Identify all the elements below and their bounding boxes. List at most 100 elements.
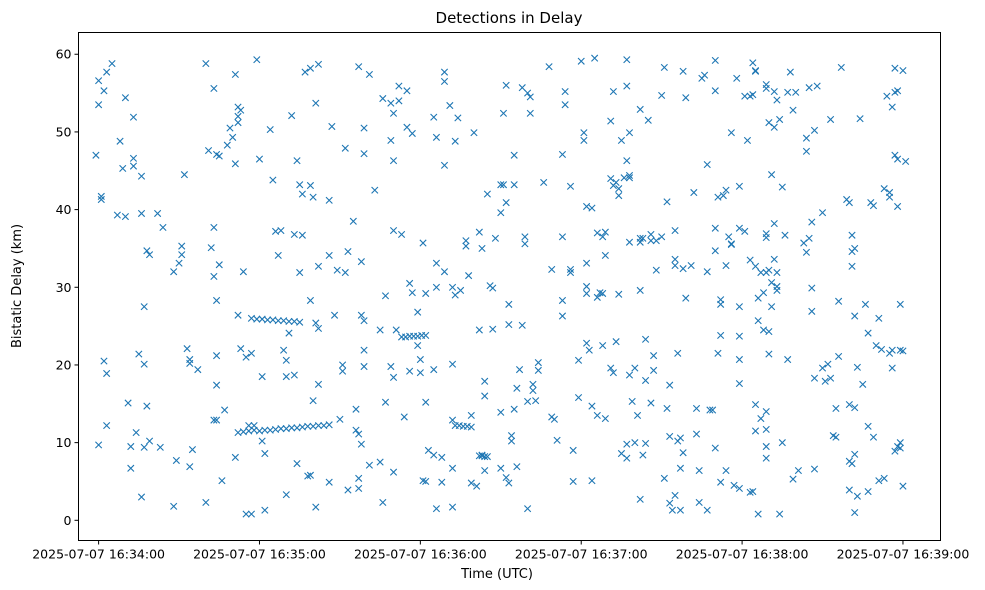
data-point	[773, 96, 781, 104]
data-point	[510, 151, 518, 159]
data-point	[810, 465, 819, 473]
data-point	[754, 510, 762, 518]
data-point	[888, 103, 896, 111]
data-point	[668, 506, 676, 514]
data-point	[727, 240, 735, 249]
data-point	[408, 129, 416, 138]
data-point	[859, 380, 867, 388]
data-point	[355, 430, 363, 438]
data-point	[483, 190, 491, 198]
data-point	[588, 402, 596, 410]
data-point	[344, 247, 352, 256]
data-point	[767, 171, 776, 179]
data-point	[526, 109, 534, 117]
data-point	[582, 259, 591, 267]
data-point	[719, 192, 727, 200]
data-point	[722, 186, 730, 194]
data-point	[145, 251, 154, 259]
data-point	[784, 88, 792, 96]
data-point	[215, 261, 223, 269]
data-point	[832, 433, 840, 441]
data-point	[762, 80, 770, 89]
data-point	[612, 338, 620, 346]
data-point	[277, 226, 285, 235]
data-point	[558, 312, 567, 320]
data-point	[802, 248, 811, 256]
data-point	[339, 361, 347, 369]
data-point	[430, 113, 438, 121]
data-point	[625, 238, 634, 246]
data-point	[223, 141, 231, 149]
data-point	[647, 237, 655, 245]
data-point	[666, 499, 674, 507]
data-point	[872, 341, 880, 350]
data-point	[290, 230, 298, 239]
data-point	[776, 510, 784, 518]
data-point	[277, 425, 285, 433]
data-point	[660, 474, 668, 482]
data-point	[280, 346, 288, 354]
x-axis-label: Time (UTC)	[460, 567, 533, 582]
data-point	[389, 373, 398, 381]
data-point	[754, 317, 762, 325]
data-point	[588, 204, 596, 212]
x-tick-label: 2025-07-07 16:37:00	[515, 547, 648, 562]
data-point	[97, 195, 105, 204]
data-point	[119, 164, 127, 173]
data-point	[360, 150, 368, 158]
data-point	[218, 477, 226, 485]
data-point	[534, 359, 542, 367]
data-point	[285, 317, 293, 326]
data-point	[387, 362, 395, 371]
data-point	[352, 405, 360, 413]
data-point	[663, 404, 671, 413]
data-point	[762, 425, 770, 434]
data-point	[709, 406, 717, 414]
data-point	[636, 495, 644, 503]
data-point	[773, 282, 781, 291]
data-point	[293, 157, 301, 165]
data-point	[636, 234, 644, 242]
data-point	[647, 399, 655, 407]
data-point	[703, 506, 711, 514]
data-point	[481, 377, 489, 385]
data-point	[312, 503, 320, 511]
data-point	[644, 116, 652, 124]
data-point	[802, 134, 811, 142]
data-point	[741, 92, 749, 100]
data-point	[869, 202, 878, 210]
data-point	[864, 487, 872, 496]
data-point	[103, 369, 111, 378]
data-point	[481, 453, 489, 461]
data-point	[269, 176, 277, 184]
data-point	[628, 397, 636, 406]
data-point	[671, 226, 679, 235]
data-point	[526, 93, 534, 101]
data-point	[548, 265, 556, 273]
data-point	[92, 151, 100, 159]
data-point	[301, 68, 309, 76]
data-point	[577, 57, 585, 65]
data-point	[639, 234, 647, 242]
data-point	[194, 366, 202, 374]
data-point	[762, 442, 770, 451]
data-point	[582, 282, 591, 291]
data-point	[129, 113, 138, 121]
data-point	[875, 477, 883, 485]
data-point	[406, 367, 414, 375]
data-point	[633, 411, 642, 420]
data-point	[735, 380, 743, 388]
data-point	[735, 355, 743, 364]
data-point	[601, 251, 609, 260]
data-point	[175, 259, 183, 267]
data-point	[561, 101, 569, 109]
data-point	[360, 124, 368, 132]
data-point	[172, 456, 180, 465]
data-point	[186, 463, 194, 471]
data-point	[304, 422, 312, 430]
data-point	[877, 345, 886, 354]
data-point	[422, 398, 430, 406]
data-point	[671, 255, 679, 263]
data-point	[274, 251, 282, 260]
data-point	[851, 244, 859, 253]
